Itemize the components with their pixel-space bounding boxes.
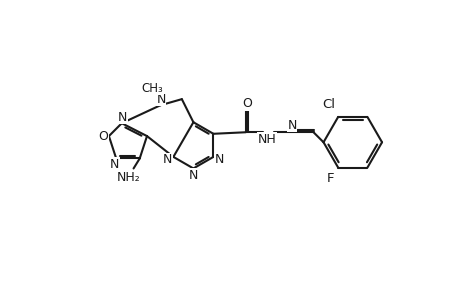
Text: N: N <box>110 158 119 171</box>
Text: N: N <box>214 154 224 166</box>
Text: NH₂: NH₂ <box>117 171 140 184</box>
Text: O: O <box>241 97 251 110</box>
Text: N: N <box>156 93 165 106</box>
Text: F: F <box>326 172 334 185</box>
Text: NH: NH <box>257 133 276 146</box>
Text: N: N <box>188 169 198 182</box>
Text: N: N <box>286 119 296 132</box>
Text: Cl: Cl <box>322 98 335 111</box>
Text: N: N <box>162 154 172 166</box>
Text: O: O <box>98 130 108 142</box>
Text: N: N <box>118 111 127 124</box>
Text: CH₃: CH₃ <box>141 82 163 95</box>
